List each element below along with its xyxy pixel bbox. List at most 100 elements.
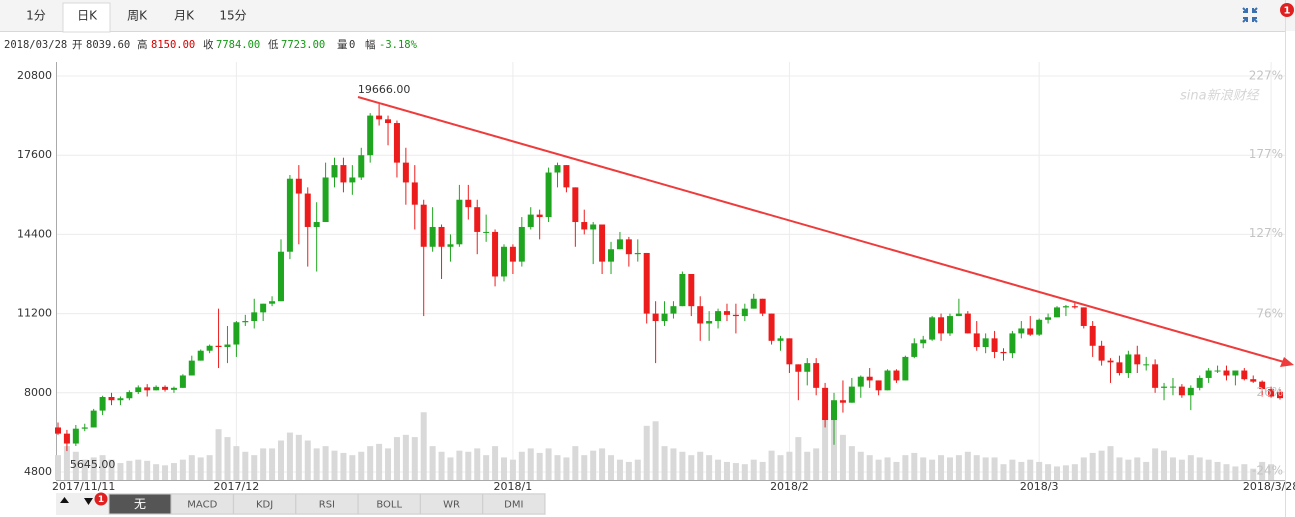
candle-body: [697, 306, 704, 324]
volume-bar: [955, 455, 962, 480]
candle-body: [55, 427, 61, 434]
candle-body: [777, 338, 784, 341]
volume-bar: [358, 451, 365, 480]
volume-bar: [1187, 455, 1194, 480]
volume-bar: [831, 410, 838, 480]
candle-body: [1062, 306, 1069, 308]
candle-body: [759, 298, 766, 314]
indicator-tab-label[interactable]: MACD: [187, 500, 217, 511]
fullscreen-icon[interactable]: [1242, 7, 1258, 23]
candle-body: [108, 397, 115, 401]
candle-body: [322, 177, 329, 223]
candle-body: [1178, 386, 1185, 396]
candle-body: [964, 313, 971, 334]
tab[interactable]: 日K: [77, 9, 98, 23]
candle-body: [233, 322, 240, 345]
candle-body: [340, 165, 347, 183]
candle-body: [1259, 381, 1266, 390]
volume-bar: [313, 448, 320, 480]
candle-body: [492, 231, 499, 277]
volume-bar: [581, 455, 588, 480]
volume-bar: [625, 461, 632, 480]
tab[interactable]: 周K: [127, 9, 148, 23]
volume-bar: [340, 452, 347, 480]
candle-body: [1143, 364, 1150, 366]
candle-body: [367, 115, 374, 156]
volume-bar: [1268, 464, 1275, 480]
volume-bar: [964, 451, 971, 480]
tab[interactable]: 1分: [26, 9, 46, 23]
volume-bar: [786, 451, 793, 480]
candle-body: [447, 244, 454, 247]
candle-body: [634, 252, 641, 255]
candle-body: [590, 224, 597, 230]
candle-body: [1080, 307, 1087, 326]
volume-bar: [1134, 457, 1141, 480]
candle-body: [126, 392, 133, 399]
indicator-tab-label[interactable]: DMI: [504, 500, 523, 511]
volume-bar: [304, 440, 311, 480]
candle-body: [1045, 317, 1052, 320]
volume-bar: [108, 459, 115, 480]
volume-bar: [1089, 452, 1096, 480]
volume-bar: [402, 434, 409, 480]
volume-bar: [81, 459, 88, 480]
y-tick-label: 17600: [17, 148, 52, 161]
y2-tick-label: -24%: [1252, 464, 1283, 478]
candle-body: [982, 338, 989, 348]
candle-body: [1214, 370, 1221, 372]
indicator-tab-label[interactable]: 无: [134, 497, 146, 511]
volume-bar: [563, 457, 570, 480]
volume-bar: [1018, 461, 1025, 480]
volume-bar: [1169, 457, 1176, 480]
volume-bar: [153, 464, 160, 480]
candle-body: [215, 345, 222, 348]
y-tick-label: 8000: [24, 386, 52, 399]
volume-bar: [393, 437, 400, 480]
watermark: sina新浪财经: [1180, 88, 1261, 104]
candle-body: [786, 338, 793, 365]
volume-bar: [1062, 465, 1069, 480]
volume-bar: [1045, 464, 1052, 480]
volume-bar: [634, 459, 641, 480]
tab[interactable]: 月K: [174, 9, 195, 23]
indicator-tab-label[interactable]: BOLL: [376, 500, 402, 511]
tab[interactable]: 15分: [219, 9, 246, 23]
volume-bar: [260, 448, 267, 480]
candle-body: [1169, 386, 1176, 388]
candle-body: [277, 251, 284, 302]
candle-body: [144, 387, 151, 391]
up-button[interactable]: [60, 497, 69, 503]
info-label: 低: [268, 38, 279, 51]
indicator-tab-label[interactable]: KDJ: [256, 500, 273, 511]
candle-body: [456, 199, 463, 245]
y2-tick-label: 26%: [1256, 385, 1283, 399]
volume-bar: [1161, 450, 1168, 480]
volume-bar: [991, 457, 998, 480]
volume-bar: [688, 455, 695, 480]
candle-body: [162, 386, 169, 390]
candle-body: [866, 376, 873, 381]
candle-body: [474, 207, 481, 232]
volume-bar: [1196, 457, 1203, 480]
candle-body: [643, 252, 650, 314]
volume-bar: [215, 429, 222, 480]
candle-body: [429, 226, 436, 247]
candle-body: [813, 363, 820, 388]
indicator-tab-label[interactable]: WR: [443, 500, 460, 511]
volume-bar: [385, 448, 392, 480]
volume-bar: [518, 451, 525, 480]
volume-bar: [509, 459, 516, 480]
volume-bar: [1071, 464, 1078, 480]
x-tick-label: 2018/1: [494, 480, 533, 493]
volume-bar: [55, 455, 61, 480]
volume-bar: [1250, 468, 1257, 480]
down-button[interactable]: [84, 498, 93, 505]
indicator-tab-label[interactable]: RSI: [319, 500, 335, 511]
indicator-tab[interactable]: [482, 493, 546, 515]
volume-bar: [706, 455, 713, 480]
candle-body: [1134, 354, 1141, 365]
candle-body: [715, 311, 722, 322]
candle-body: [1054, 307, 1061, 318]
volume-bar: [652, 421, 659, 480]
